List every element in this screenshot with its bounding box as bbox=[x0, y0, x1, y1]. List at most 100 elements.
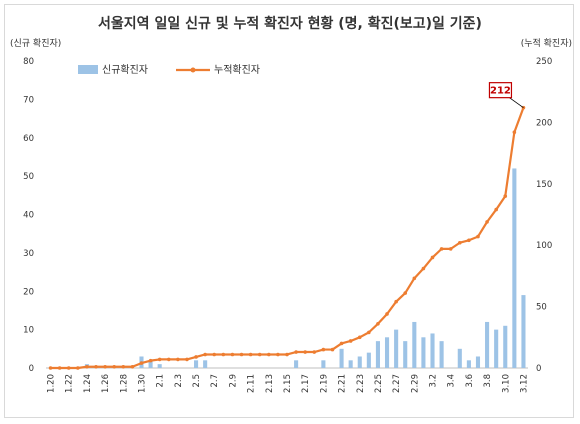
line-point bbox=[367, 330, 371, 335]
callout-leader bbox=[509, 97, 524, 108]
bar bbox=[194, 360, 199, 368]
x-tick-label: 3.12 bbox=[519, 374, 529, 393]
line-point bbox=[285, 352, 289, 357]
line-point bbox=[221, 352, 226, 357]
bar bbox=[384, 337, 390, 368]
y-right-ticks: 0 50 100 150 200 250 bbox=[536, 57, 552, 374]
line-point bbox=[303, 350, 307, 354]
x-tick-label: 2.13 bbox=[265, 374, 275, 393]
line-point bbox=[112, 364, 117, 369]
x-tick-label: 3.6 bbox=[465, 374, 475, 388]
bar bbox=[321, 360, 326, 368]
bar bbox=[475, 356, 481, 368]
y-left-tick-label: 0 bbox=[29, 364, 34, 374]
callout: 212 bbox=[488, 82, 524, 108]
y-left-tick-label: 20 bbox=[23, 287, 34, 297]
line-point bbox=[430, 255, 435, 260]
x-tick-label: 2.21 bbox=[338, 374, 348, 393]
line-point bbox=[457, 240, 462, 245]
line-point bbox=[166, 357, 171, 362]
x-tick-label: 1.20 bbox=[47, 374, 57, 393]
line-point bbox=[294, 350, 298, 354]
x-tick-label: 2.3 bbox=[174, 374, 184, 388]
line-point bbox=[176, 357, 180, 362]
y-right-tick-label: 0 bbox=[536, 364, 541, 374]
line-point bbox=[203, 352, 207, 357]
chart-frame bbox=[4, 4, 574, 418]
legend-swatch-bar bbox=[78, 65, 98, 74]
line-point bbox=[330, 347, 335, 352]
line-point bbox=[376, 321, 380, 326]
line-point bbox=[212, 352, 217, 357]
x-ticks: 1.20 1.22 1.24 1.26 1.28 1.30 2.1 2.3 2.5 2.7 2.9 2… bbox=[47, 374, 530, 393]
x-tick-label: 2.1 bbox=[156, 374, 166, 388]
line-point bbox=[412, 276, 417, 281]
line-point bbox=[57, 366, 62, 370]
y-left-axis-label: (신규 확진자) bbox=[10, 37, 61, 49]
y-left-tick-label: 50 bbox=[23, 172, 34, 182]
bar bbox=[421, 337, 426, 368]
bar bbox=[148, 360, 153, 368]
bar bbox=[294, 360, 299, 368]
x-tick-label: 1.30 bbox=[137, 374, 147, 393]
bar bbox=[512, 168, 517, 368]
bar-series bbox=[84, 168, 526, 368]
x-tick-label: 3.2 bbox=[429, 374, 439, 388]
bar bbox=[339, 348, 344, 368]
line-point bbox=[103, 364, 107, 369]
y-left-tick-label: 10 bbox=[23, 326, 34, 336]
y-left-tick-label: 60 bbox=[23, 134, 34, 144]
line-point bbox=[85, 364, 89, 369]
legend-label-line: 누적확진자 bbox=[214, 64, 260, 76]
line-point bbox=[476, 234, 480, 239]
line-point bbox=[421, 266, 426, 271]
legend-label-bar: 신규확진자 bbox=[102, 64, 148, 76]
line-point bbox=[439, 247, 444, 251]
bar bbox=[375, 341, 380, 368]
callout-label: 212 bbox=[490, 86, 511, 97]
bar bbox=[485, 321, 490, 368]
x-tick-label: 2.15 bbox=[283, 374, 293, 393]
y-right-tick-label: 250 bbox=[536, 57, 552, 67]
line-point bbox=[467, 238, 471, 243]
x-tick-label: 2.17 bbox=[301, 374, 311, 393]
x-tick-label: 2.27 bbox=[392, 374, 402, 393]
callout-box bbox=[488, 82, 513, 99]
bar bbox=[394, 329, 399, 368]
line-point bbox=[194, 355, 198, 359]
line-point bbox=[239, 352, 244, 357]
x-tick-label: 2.11 bbox=[247, 374, 257, 393]
line-series bbox=[48, 105, 526, 370]
y-right-tick-label: 50 bbox=[536, 303, 547, 313]
line-point bbox=[276, 352, 280, 357]
line-point bbox=[312, 350, 317, 354]
line-point bbox=[339, 341, 344, 346]
y-left-ticks: 0 10 20 30 40 50 60 70 80 bbox=[23, 57, 34, 374]
line-point bbox=[267, 352, 271, 357]
line-point bbox=[494, 207, 498, 212]
bar bbox=[403, 341, 408, 368]
x-tick-label: 2.29 bbox=[410, 374, 420, 393]
y-left-tick-label: 80 bbox=[23, 57, 34, 67]
line-point bbox=[321, 347, 326, 352]
x-tick-label: 3.8 bbox=[483, 374, 493, 388]
x-tick-label: 3.4 bbox=[447, 374, 457, 388]
line-point bbox=[485, 220, 489, 224]
bar bbox=[521, 295, 526, 368]
bar bbox=[430, 333, 435, 368]
y-left-tick-label: 30 bbox=[23, 249, 34, 259]
x-tick-label: 2.23 bbox=[356, 374, 366, 393]
x-tick-label: 2.9 bbox=[228, 374, 238, 388]
line-point bbox=[230, 352, 235, 357]
x-tick-label: 1.26 bbox=[101, 374, 111, 393]
bar bbox=[457, 348, 462, 368]
bar bbox=[357, 356, 362, 368]
y-right-tick-label: 150 bbox=[536, 180, 552, 190]
line-point bbox=[48, 366, 53, 370]
legend-marker-line bbox=[190, 67, 196, 73]
line-point bbox=[248, 352, 253, 357]
line-point bbox=[357, 335, 362, 340]
y-left-tick-label: 70 bbox=[23, 95, 34, 105]
bar bbox=[157, 364, 162, 368]
